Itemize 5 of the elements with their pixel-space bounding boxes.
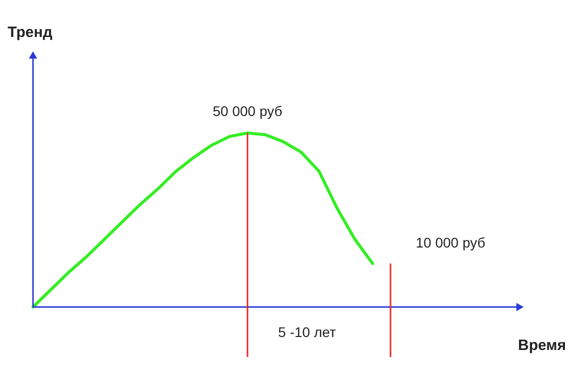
text: 50 000 руб <box>212 102 282 119</box>
annotation: 10 000 руб <box>416 234 486 251</box>
x-axis-title: Время <box>518 337 566 354</box>
text: 5 -10 лет <box>278 324 336 340</box>
text: Тренд <box>8 24 53 41</box>
